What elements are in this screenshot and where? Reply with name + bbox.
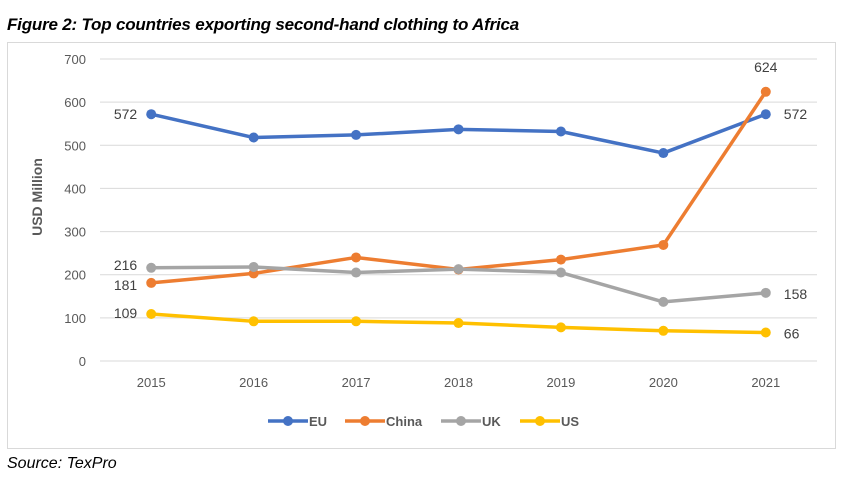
data-point: [351, 316, 362, 327]
legend: EU China UK US: [268, 414, 579, 429]
legend-swatch-marker: [535, 416, 545, 426]
x-tick-label: 2016: [239, 375, 268, 390]
data-point: [146, 277, 157, 288]
x-tick-label: 2015: [137, 375, 166, 390]
legend-item-china: China: [345, 414, 423, 429]
y-tick-label: 600: [64, 95, 86, 110]
data-point: [760, 327, 771, 338]
legend-label: China: [386, 414, 423, 429]
data-label: 158: [784, 286, 808, 302]
data-point: [248, 316, 259, 327]
data-point: [146, 262, 157, 273]
x-tick-label: 2020: [649, 375, 678, 390]
data-point: [555, 267, 566, 278]
data-point: [658, 239, 669, 250]
data-point: [760, 109, 771, 120]
legend-item-us: US: [520, 414, 579, 429]
series-uk: [146, 261, 771, 307]
legend-label: US: [561, 414, 579, 429]
y-tick-label: 500: [64, 138, 86, 153]
x-tick-label: 2021: [751, 375, 780, 390]
data-point: [248, 261, 259, 272]
x-tick-label: 2018: [444, 375, 473, 390]
legend-swatch-marker: [456, 416, 466, 426]
y-tick-label: 200: [64, 268, 86, 283]
y-tick-label: 100: [64, 311, 86, 326]
data-label: 216: [114, 257, 138, 273]
legend-swatch-marker: [283, 416, 293, 426]
data-point: [351, 129, 362, 140]
y-tick-label: 400: [64, 181, 86, 196]
data-point: [760, 287, 771, 298]
data-point: [555, 322, 566, 333]
data-point: [146, 109, 157, 120]
data-label: 572: [114, 106, 138, 122]
x-axis-ticks: 2015 2016 2017 2018 2019 2020 2021: [137, 375, 780, 390]
gridlines: [100, 58, 817, 362]
data-point: [658, 296, 669, 307]
data-label: 572: [784, 106, 808, 122]
data-label: 109: [114, 305, 138, 321]
series-us: [146, 308, 771, 338]
x-tick-label: 2019: [546, 375, 575, 390]
legend-label: UK: [482, 414, 501, 429]
source-note: Source: TexPro: [7, 455, 117, 472]
data-point: [453, 124, 464, 135]
data-point: [658, 325, 669, 336]
data-labels: 572 572 181 624 216 158 109 66: [114, 59, 808, 342]
series-china: [146, 86, 771, 288]
data-point: [351, 267, 362, 278]
data-point: [555, 254, 566, 265]
data-point: [453, 264, 464, 275]
data-point: [351, 252, 362, 263]
data-point: [760, 86, 771, 97]
data-label: 181: [114, 277, 138, 293]
x-tick-label: 2017: [342, 375, 371, 390]
series-eu: [146, 109, 771, 159]
data-label: 66: [784, 326, 800, 342]
series-line: [149, 90, 768, 285]
figure-title: Figure 2: Top countries exporting second…: [7, 15, 520, 34]
y-axis-ticks: 0 100 200 300 400 500 600 700: [64, 52, 86, 369]
legend-swatch-marker: [360, 416, 370, 426]
series-lines: [146, 86, 771, 338]
legend-item-eu: EU: [268, 414, 327, 429]
data-point: [453, 318, 464, 329]
y-tick-label: 0: [79, 354, 86, 369]
legend-item-uk: UK: [441, 414, 501, 429]
data-label: 624: [754, 59, 778, 75]
chart-frame: [7, 42, 836, 449]
legend-label: EU: [309, 414, 327, 429]
data-point: [248, 132, 259, 143]
y-tick-label: 700: [64, 52, 86, 67]
y-axis-label: USD Million: [29, 158, 45, 236]
data-point: [555, 126, 566, 137]
data-point: [146, 308, 157, 319]
y-tick-label: 300: [64, 225, 86, 240]
data-point: [658, 148, 669, 159]
